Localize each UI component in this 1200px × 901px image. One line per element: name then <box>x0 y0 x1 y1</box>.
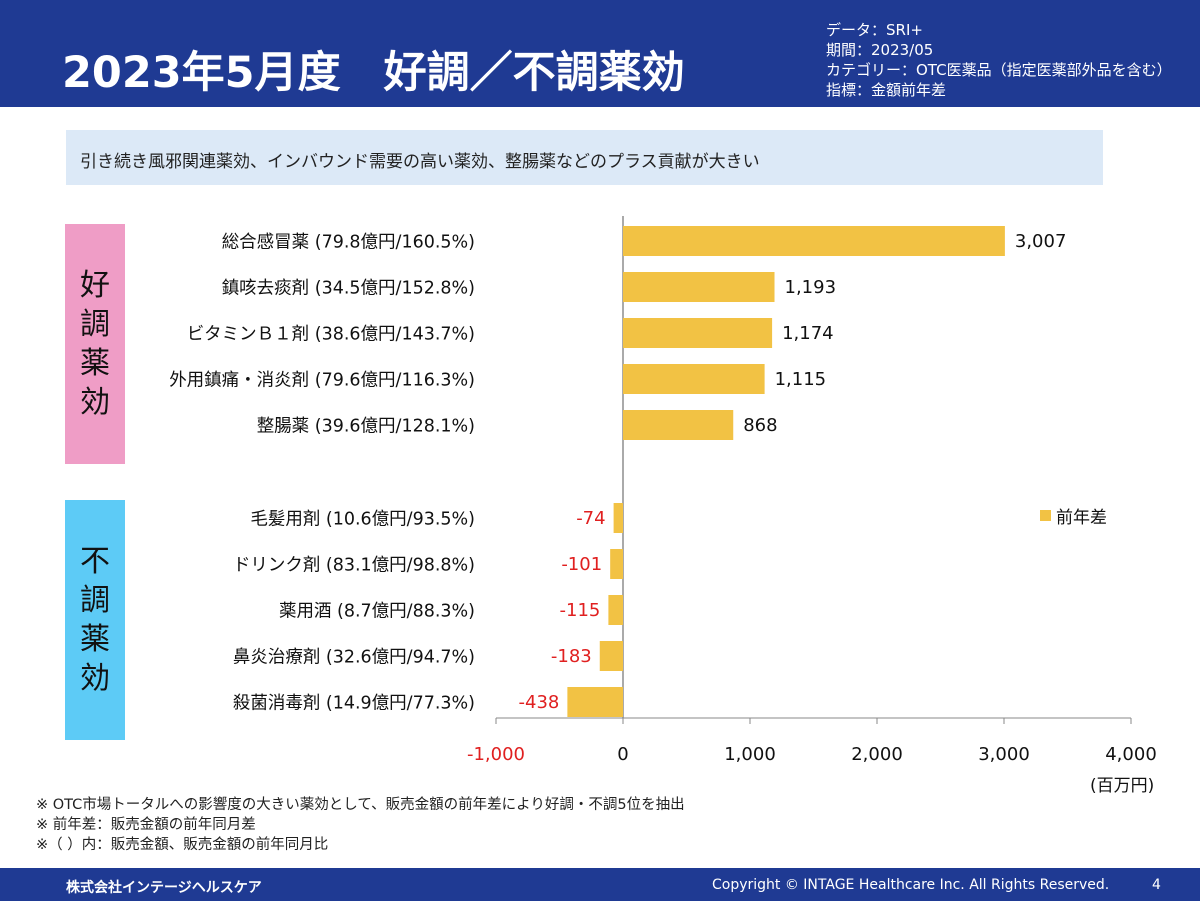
group-label-good-char: 薬 <box>80 346 110 381</box>
data-label: -74 <box>576 508 605 529</box>
bar <box>567 687 623 717</box>
x-tick-label: -1,000 <box>467 744 525 765</box>
meta-category: カテゴリー：OTC医薬品（指定医薬部外品を含む） <box>826 61 1172 79</box>
data-label: -183 <box>551 646 592 667</box>
data-label: 1,174 <box>782 323 834 344</box>
category-label: 整腸薬 (39.6億円/128.1%) <box>256 416 475 437</box>
category-label: 外用鎮痛・消炎剤 (79.6億円/116.3%) <box>169 370 475 391</box>
group-label-good: 好調薬効 <box>65 224 125 464</box>
bar <box>623 364 765 394</box>
category-label: 鎮咳去痰剤 (34.5億円/152.8%) <box>221 278 475 299</box>
summary-text: 引き続き風邪関連薬効、インバウンド需要の高い薬効、整腸薬などのプラス貢献が大きい <box>80 152 760 172</box>
footnote: ※ 前年差：販売金額の前年同月差 <box>36 817 256 833</box>
group-label-good-char: 調 <box>80 307 110 342</box>
bar <box>623 226 1005 256</box>
category-label: ドリンク剤 (83.1億円/98.8%) <box>232 555 475 576</box>
footer-bar: 株式会社インテージヘルスケア Copyright © INTAGE Health… <box>0 868 1200 901</box>
page-title: 2023年5月度 好調／不調薬効 <box>62 48 685 98</box>
legend: 前年差 <box>1040 503 1107 528</box>
category-label: 総合感冒薬 (79.8億円/160.5%) <box>221 232 475 253</box>
bar <box>613 503 623 533</box>
data-label: 1,193 <box>785 277 837 298</box>
x-tick-label: 2,000 <box>851 744 903 765</box>
group-label-good-char: 効 <box>80 385 110 420</box>
group-label-bad: 不調薬効 <box>65 500 125 740</box>
bar <box>610 549 623 579</box>
group-label-bad-char: 薬 <box>80 622 110 657</box>
copyright: Copyright © INTAGE Healthcare Inc. All R… <box>712 877 1110 893</box>
header-bar: 2023年5月度 好調／不調薬効 データ：SRI+ 期間：2023/05 カテゴ… <box>0 0 1200 107</box>
group-label-bad-char: 効 <box>80 661 110 696</box>
group-label-bad-char: 調 <box>80 583 110 618</box>
bar <box>608 595 623 625</box>
meta-period: 期間：2023/05 <box>826 41 934 59</box>
group-label-bad-char: 不 <box>80 544 110 579</box>
data-label: 868 <box>743 415 777 436</box>
data-label: 1,115 <box>775 369 827 390</box>
footnote: ※（ ）内：販売金額、販売金額の前年同月比 <box>36 837 329 853</box>
data-label: -101 <box>561 554 602 575</box>
data-label: -115 <box>560 600 601 621</box>
x-tick-label: 1,000 <box>724 744 776 765</box>
bar <box>599 641 623 671</box>
bar <box>623 318 773 348</box>
category-label: 薬用酒 (8.7億円/88.3%) <box>278 601 475 622</box>
bar <box>623 410 734 440</box>
summary-box: 引き続き風邪関連薬効、インバウンド需要の高い薬効、整腸薬などのプラス貢献が大きい <box>66 130 1103 185</box>
header-divider <box>0 107 1200 110</box>
category-label: ビタミンＢ１剤 (38.6億円/143.7%) <box>186 324 475 345</box>
meta-info: データ：SRI+ 期間：2023/05 カテゴリー：OTC医薬品（指定医薬部外品… <box>826 20 1172 100</box>
x-axis-unit: (百万円) <box>1090 776 1155 796</box>
x-tick-label: 0 <box>617 744 628 765</box>
x-tick-label: 3,000 <box>978 744 1030 765</box>
category-label: 鼻炎治療剤 (32.6億円/94.7%) <box>232 647 475 668</box>
page-number: 4 <box>1152 877 1161 893</box>
category-label: 毛髪用剤 (10.6億円/93.5%) <box>250 509 475 530</box>
data-label: 3,007 <box>1015 231 1067 252</box>
meta-data-source: データ：SRI+ <box>826 21 923 39</box>
group-label-good-char: 好 <box>80 268 110 303</box>
legend-swatch <box>1040 510 1051 521</box>
legend-label: 前年差 <box>1056 508 1107 528</box>
x-tick-label: 4,000 <box>1105 744 1157 765</box>
bar <box>623 272 775 302</box>
meta-indicator: 指標：金額前年差 <box>826 81 947 99</box>
footnotes: ※ OTC市場トータルへの影響度の大きい薬効として、販売金額の前年差により好調・… <box>36 795 685 855</box>
footnote: ※ OTC市場トータルへの影響度の大きい薬効として、販売金額の前年差により好調・… <box>36 797 685 813</box>
company-name: 株式会社インテージヘルスケア <box>66 880 262 896</box>
category-label: 殺菌消毒剤 (14.9億円/77.3%) <box>232 693 475 714</box>
data-label: -438 <box>519 692 560 713</box>
